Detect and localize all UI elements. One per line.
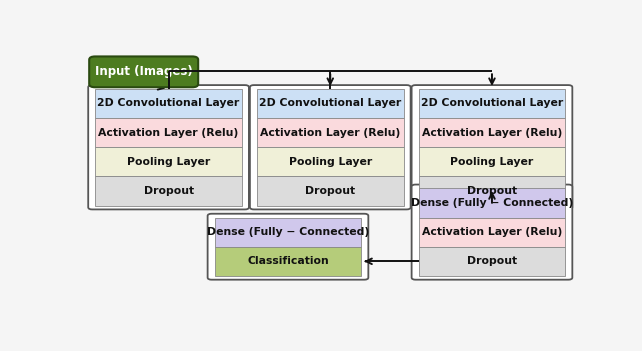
Text: Dropout: Dropout xyxy=(467,186,517,196)
FancyBboxPatch shape xyxy=(419,89,566,118)
Text: Classification: Classification xyxy=(247,256,329,266)
Text: 2D Convolutional Layer: 2D Convolutional Layer xyxy=(421,99,563,108)
FancyBboxPatch shape xyxy=(257,89,404,118)
Text: Pooling Layer: Pooling Layer xyxy=(450,157,534,167)
FancyBboxPatch shape xyxy=(419,218,566,247)
FancyBboxPatch shape xyxy=(95,177,242,206)
FancyBboxPatch shape xyxy=(250,85,411,210)
FancyBboxPatch shape xyxy=(412,85,572,210)
Text: Pooling Layer: Pooling Layer xyxy=(127,157,210,167)
Text: Input (Images): Input (Images) xyxy=(95,65,193,78)
FancyBboxPatch shape xyxy=(95,118,242,147)
FancyBboxPatch shape xyxy=(207,214,369,280)
Text: 2D Convolutional Layer: 2D Convolutional Layer xyxy=(259,99,401,108)
FancyBboxPatch shape xyxy=(419,147,566,177)
Text: Activation Layer (Relu): Activation Layer (Relu) xyxy=(260,128,401,138)
FancyBboxPatch shape xyxy=(95,147,242,177)
Text: Dropout: Dropout xyxy=(467,256,517,266)
FancyBboxPatch shape xyxy=(419,188,566,218)
Text: Pooling Layer: Pooling Layer xyxy=(289,157,372,167)
FancyBboxPatch shape xyxy=(89,57,198,87)
FancyBboxPatch shape xyxy=(214,247,361,276)
FancyBboxPatch shape xyxy=(257,118,404,147)
Text: Dropout: Dropout xyxy=(305,186,355,196)
Text: Activation Layer (Relu): Activation Layer (Relu) xyxy=(422,128,562,138)
FancyBboxPatch shape xyxy=(412,185,572,280)
Text: Activation Layer (Relu): Activation Layer (Relu) xyxy=(98,128,239,138)
Text: Dense (Fully − Connected): Dense (Fully − Connected) xyxy=(411,198,573,208)
Text: Activation Layer (Relu): Activation Layer (Relu) xyxy=(422,227,562,237)
Text: Dense (Fully − Connected): Dense (Fully − Connected) xyxy=(207,227,369,237)
FancyBboxPatch shape xyxy=(257,147,404,177)
FancyBboxPatch shape xyxy=(88,85,249,210)
FancyBboxPatch shape xyxy=(419,247,566,276)
FancyBboxPatch shape xyxy=(419,177,566,206)
Text: 2D Convolutional Layer: 2D Convolutional Layer xyxy=(98,99,239,108)
FancyBboxPatch shape xyxy=(419,118,566,147)
Text: Dropout: Dropout xyxy=(144,186,194,196)
FancyBboxPatch shape xyxy=(95,89,242,118)
FancyBboxPatch shape xyxy=(257,177,404,206)
FancyBboxPatch shape xyxy=(214,218,361,247)
